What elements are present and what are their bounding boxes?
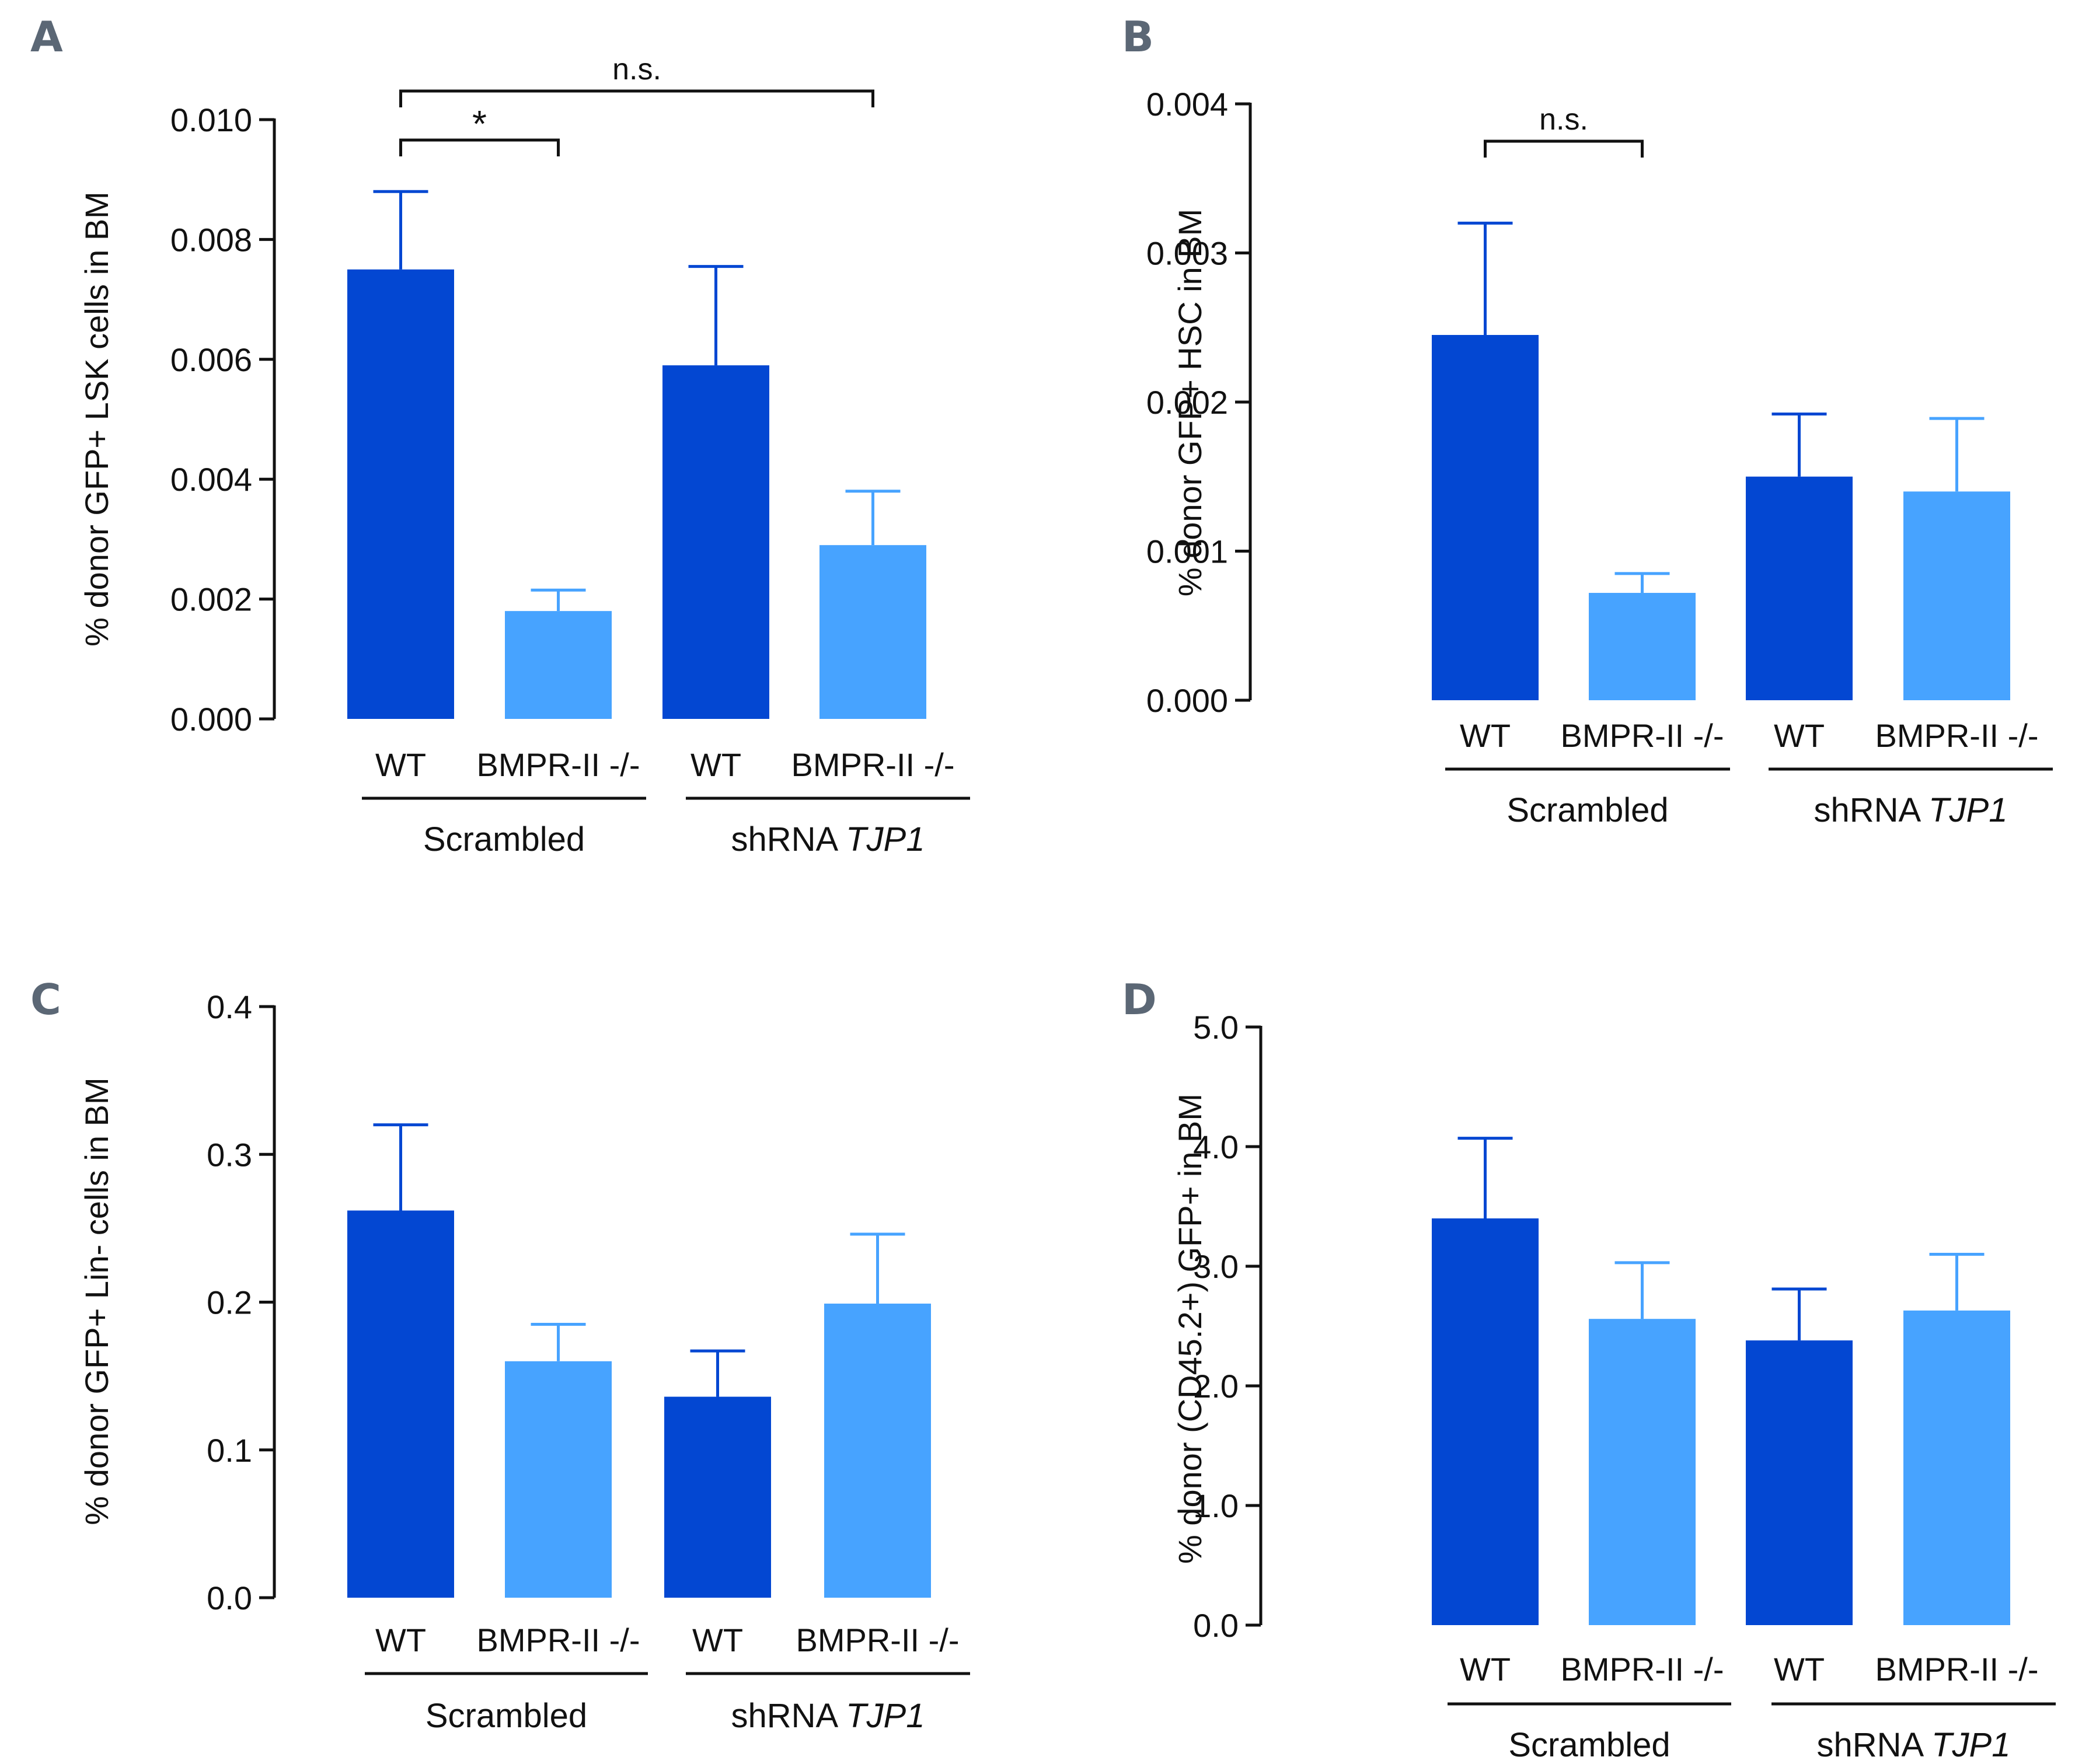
bar-a-3: [662, 365, 769, 719]
y-tick-label-c: 0.0: [207, 1580, 252, 1616]
y-tick-label-d: 3.0: [1193, 1248, 1239, 1285]
group-label-italic: TJP1: [846, 820, 925, 858]
y-axis-label-c: % donor GFP+ Lin- cells in BM: [78, 1077, 115, 1525]
significance-label-b-1: n.s.: [1539, 103, 1588, 137]
group-label-text: shRNA: [731, 820, 846, 858]
y-tick-label-a: 0.006: [170, 341, 252, 378]
category-label-a-1: WT: [375, 746, 426, 783]
bar-b-2: [1589, 593, 1696, 700]
group-label-c-2: shRNA TJP1: [731, 1697, 925, 1735]
significance-bracket-b-1: [1484, 139, 1644, 158]
y-axis-label-a: % donor GFP+ LSK cells in BM: [78, 191, 115, 647]
category-label-b-2: BMPR-II -/-: [1561, 717, 1724, 754]
y-tick-label-d: 4.0: [1193, 1129, 1239, 1165]
bar-c-4: [824, 1304, 931, 1598]
y-axis-label-d: % donor (CD45.2+) GFP+ in BM: [1171, 1094, 1208, 1564]
group-label-d-1: Scrambled: [1508, 1726, 1670, 1764]
group-label-c-1: Scrambled: [426, 1697, 587, 1735]
bar-c-3: [664, 1396, 771, 1598]
bar-a-1: [347, 269, 454, 719]
y-tick-label-d: 1.0: [1193, 1487, 1239, 1524]
significance-label-a-1: *: [472, 103, 487, 145]
panel-label-d: D: [1122, 975, 1157, 1024]
group-label-text: shRNA: [1814, 791, 1928, 829]
bar-d-3: [1746, 1340, 1853, 1625]
bar-c-2: [505, 1361, 612, 1598]
group-label-b-2: shRNA TJP1: [1814, 791, 2007, 829]
group-label-d-2: shRNA TJP1: [1816, 1726, 2010, 1764]
y-tick-label-b: 0.001: [1146, 533, 1228, 570]
group-label-text: Scrambled: [423, 820, 585, 858]
y-tick-label-a: 0.002: [170, 581, 252, 618]
panel-c: C 0.0 0.1 0.2 0.3 0.4 % donor GFP+ Lin- cells…: [30, 975, 970, 1735]
y-tick-label-d: 5.0: [1193, 1009, 1239, 1046]
group-label-text: shRNA: [731, 1697, 846, 1735]
y-tick-label-a: 0.000: [170, 701, 252, 738]
group-label-italic: TJP1: [846, 1697, 925, 1735]
category-label-b-4: BMPR-II -/-: [1875, 717, 2039, 754]
y-tick-label-b: 0.000: [1146, 682, 1228, 719]
y-tick-label-a: 0.008: [170, 221, 252, 258]
bar-d-4: [1903, 1310, 2010, 1625]
category-label-a-3: WT: [690, 746, 741, 783]
category-label-d-2: BMPR-II -/-: [1561, 1651, 1724, 1688]
bar-d-2: [1589, 1319, 1696, 1625]
category-label-a-2: BMPR-II -/-: [477, 746, 640, 783]
group-label-a-2: shRNA TJP1: [731, 820, 925, 858]
panel-d: D 0.0 1.0 2.0 3.0 4.0 5.0 % donor (CD45.2+) GF…: [1122, 975, 2056, 1764]
panel-label-c: C: [30, 975, 61, 1024]
bar-b-4: [1903, 491, 2010, 700]
bar-b-3: [1746, 476, 1853, 700]
category-label-d-3: WT: [1774, 1651, 1825, 1688]
y-tick-label-b: 0.002: [1146, 384, 1228, 421]
group-label-text: Scrambled: [1508, 1726, 1670, 1764]
bar-a-2: [505, 611, 612, 719]
significance-label-a-2: n.s.: [612, 53, 661, 86]
category-label-b-3: WT: [1774, 717, 1825, 754]
category-label-c-4: BMPR-II -/-: [796, 1622, 960, 1658]
group-label-text: shRNA: [1816, 1726, 1931, 1764]
group-label-a-1: Scrambled: [423, 820, 585, 858]
y-axis-label-b: % donor GFP+ HSC in BM: [1171, 209, 1208, 596]
y-tick-label-b: 0.004: [1146, 86, 1228, 123]
bar-d-1: [1432, 1218, 1539, 1625]
category-label-c-2: BMPR-II -/-: [477, 1622, 640, 1658]
panel-label-a: A: [30, 12, 63, 61]
y-tick-label-a: 0.010: [170, 102, 252, 138]
group-label-text: Scrambled: [1506, 791, 1668, 829]
panel-a: A 0.000 0.002 0.004 0.006 0.008 0.010 % donor …: [30, 12, 970, 858]
y-tick-label-c: 0.4: [207, 988, 252, 1025]
category-label-b-1: WT: [1460, 717, 1511, 754]
group-label-text: Scrambled: [426, 1697, 587, 1735]
panel-label-b: B: [1122, 12, 1154, 61]
y-tick-label-b: 0.003: [1146, 235, 1228, 272]
bar-c-1: [347, 1210, 454, 1598]
significance-bracket-a-2: [399, 89, 874, 107]
category-label-c-1: WT: [375, 1622, 426, 1658]
category-label-c-3: WT: [692, 1622, 743, 1658]
bar-b-1: [1432, 335, 1539, 700]
group-label-b-1: Scrambled: [1506, 791, 1668, 829]
category-label-a-4: BMPR-II -/-: [791, 746, 955, 783]
category-label-d-1: WT: [1460, 1651, 1511, 1688]
y-tick-label-c: 0.1: [207, 1432, 252, 1469]
panel-b: B 0.000 0.001 0.002 0.003 0.004 % donor GFP+ …: [1122, 12, 2053, 829]
bar-a-4: [819, 545, 926, 719]
group-label-italic: TJP1: [1931, 1726, 2010, 1764]
y-tick-label-d: 2.0: [1193, 1368, 1239, 1405]
y-tick-label-c: 0.3: [207, 1136, 252, 1173]
category-label-d-4: BMPR-II -/-: [1875, 1651, 2039, 1688]
y-tick-label-a: 0.004: [170, 461, 252, 498]
group-label-italic: TJP1: [1928, 791, 2007, 829]
y-tick-label-c: 0.2: [207, 1284, 252, 1321]
y-tick-label-d: 0.0: [1193, 1607, 1239, 1644]
significance-bracket-a-1: [399, 138, 560, 156]
